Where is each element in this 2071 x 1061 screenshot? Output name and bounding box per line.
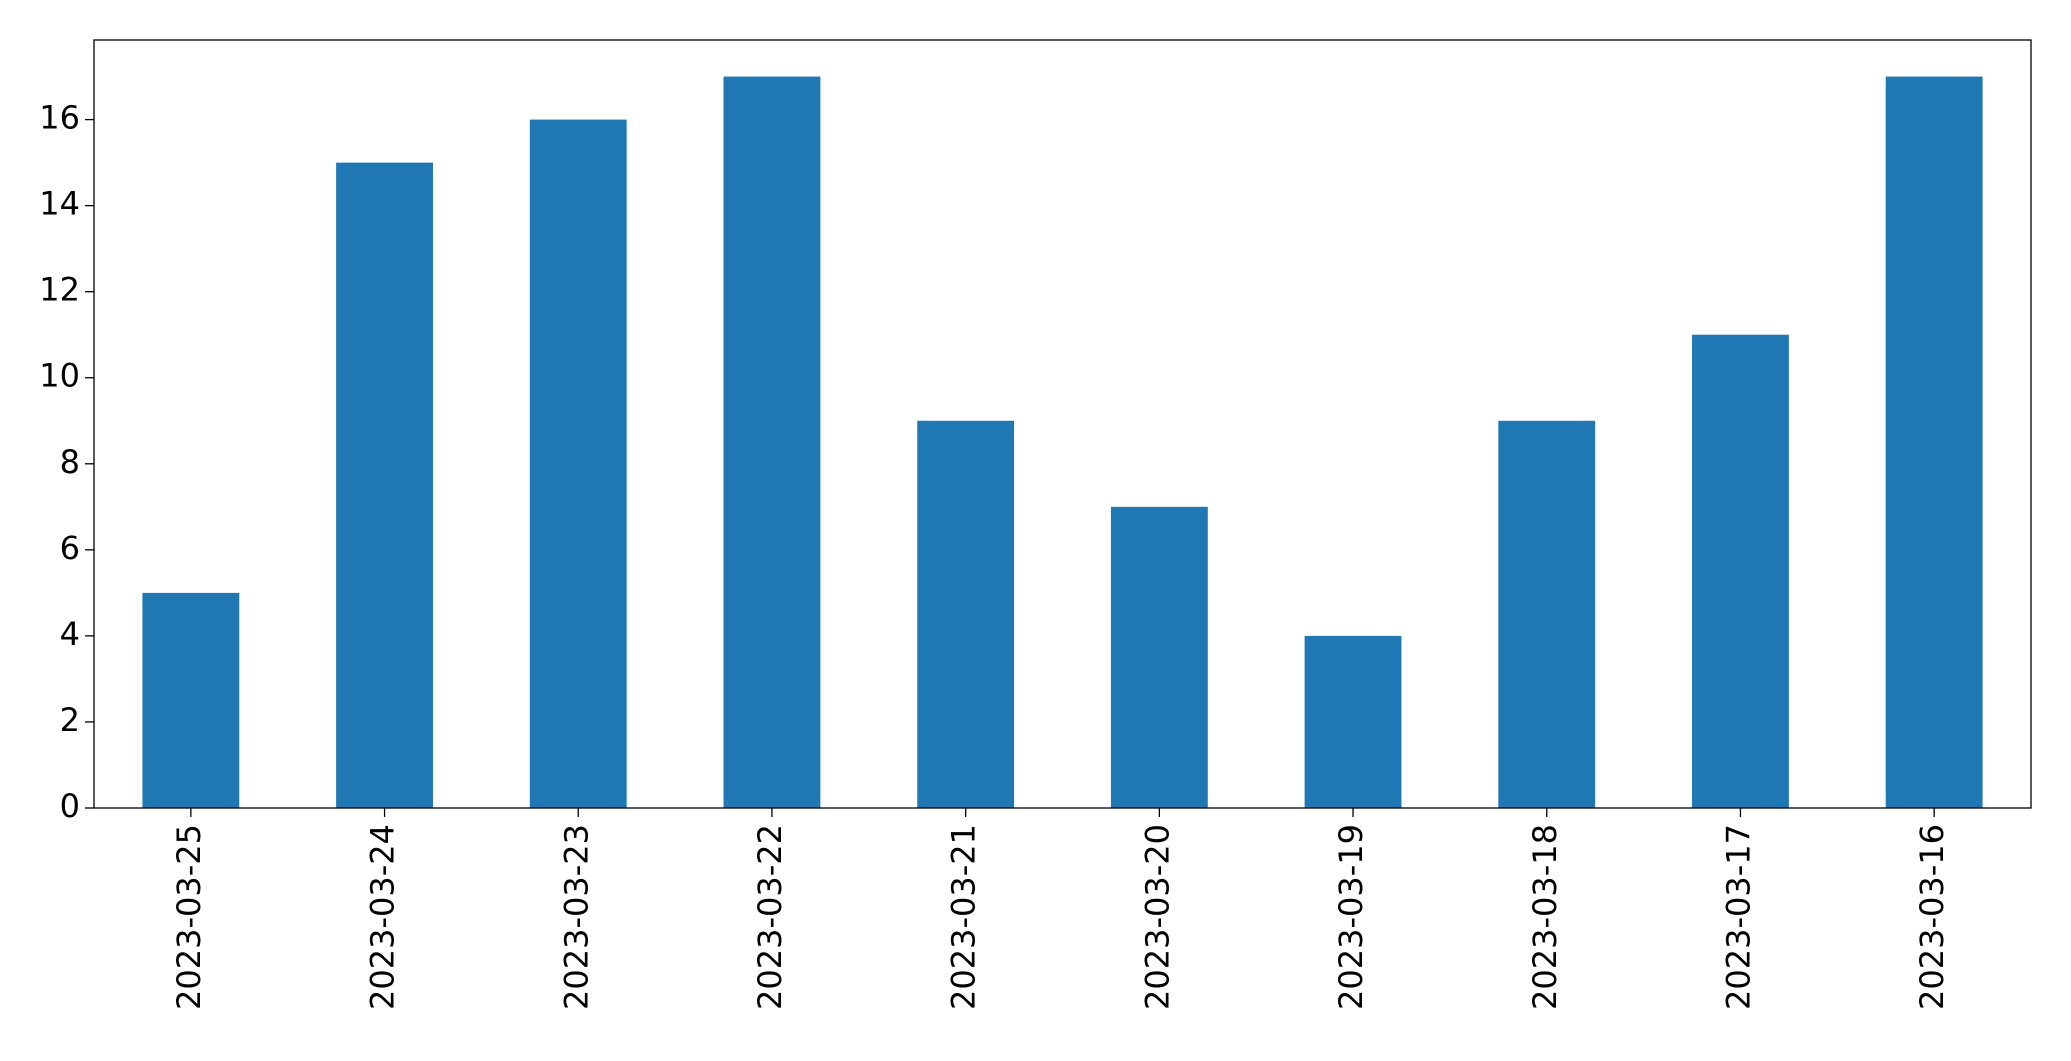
bar: [1692, 334, 1789, 808]
bar: [723, 76, 821, 809]
bar: [529, 119, 627, 809]
y-tick-label: 6: [60, 529, 80, 567]
x-tick-label: 2023-03-18: [1526, 824, 1564, 1010]
bar: [142, 592, 240, 808]
y-tick-label: 0: [60, 787, 80, 825]
y-tick-label: 12: [39, 271, 80, 309]
plot-frame: [93, 39, 2032, 809]
x-tick-label: 2023-03-20: [1138, 824, 1176, 1010]
x-tick-label: 2023-03-21: [945, 824, 983, 1010]
bar: [1885, 76, 1983, 809]
y-tick-label: 8: [60, 443, 80, 481]
x-tick-label: 2023-03-17: [1719, 824, 1757, 1010]
bar: [917, 420, 1015, 808]
y-tick-label: 2: [60, 701, 80, 739]
bar: [336, 162, 433, 809]
y-tick-label: 16: [39, 99, 80, 137]
x-tick-label: 2023-03-24: [364, 824, 402, 1010]
x-tick-label: 2023-03-16: [1913, 824, 1951, 1010]
y-tick-label: 10: [39, 357, 80, 395]
bar: [1110, 506, 1208, 808]
x-tick-label: 2023-03-19: [1332, 824, 1370, 1010]
x-tick-label: 2023-03-23: [557, 824, 595, 1010]
x-tick-label: 2023-03-22: [751, 824, 789, 1010]
x-tick-label: 2023-03-25: [170, 824, 208, 1010]
bar: [1498, 420, 1596, 808]
y-tick-label: 4: [60, 615, 80, 653]
bar: [1304, 635, 1402, 808]
y-tick-label: 14: [39, 185, 80, 223]
